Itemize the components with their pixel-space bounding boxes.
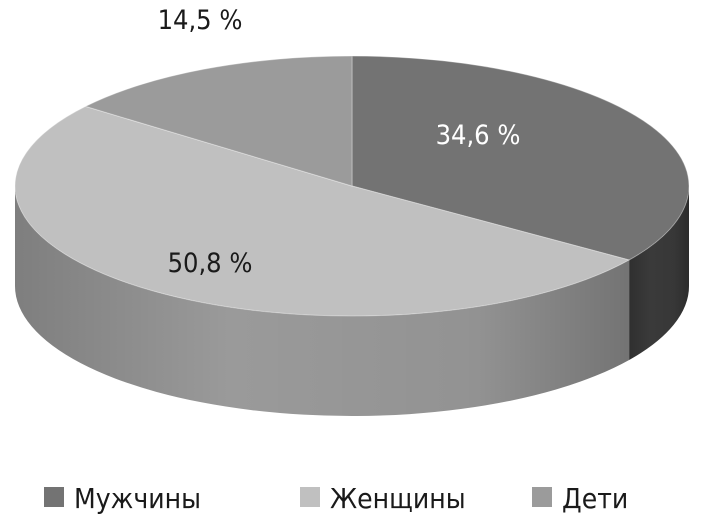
legend-label-children: Дети — [562, 482, 628, 515]
pie-slice-children — [84, 55, 353, 187]
pie-side-shade-women — [14, 186, 630, 416]
legend-item-men: Мужчины — [44, 482, 201, 515]
pie-slice-women — [14, 105, 631, 317]
legend-swatch-women — [300, 487, 320, 507]
legend-item-women: Женщины — [300, 482, 466, 515]
slice-label-women: 50,8 % — [168, 248, 253, 279]
legend-swatch-children — [532, 487, 552, 507]
pie-slices — [14, 55, 690, 416]
pie-side-shade-men — [629, 186, 689, 360]
pie-slice-men — [351, 55, 690, 261]
legend-item-children: Дети — [532, 482, 628, 515]
legend-label-men: Мужчины — [74, 482, 201, 515]
legend: Мужчины Женщины Дети — [44, 482, 628, 515]
slice-label-children: 14,5 % — [158, 5, 243, 36]
legend-label-women: Женщины — [330, 482, 466, 515]
legend-swatch-men — [44, 487, 64, 507]
slice-label-men: 34,6 % — [436, 120, 521, 151]
